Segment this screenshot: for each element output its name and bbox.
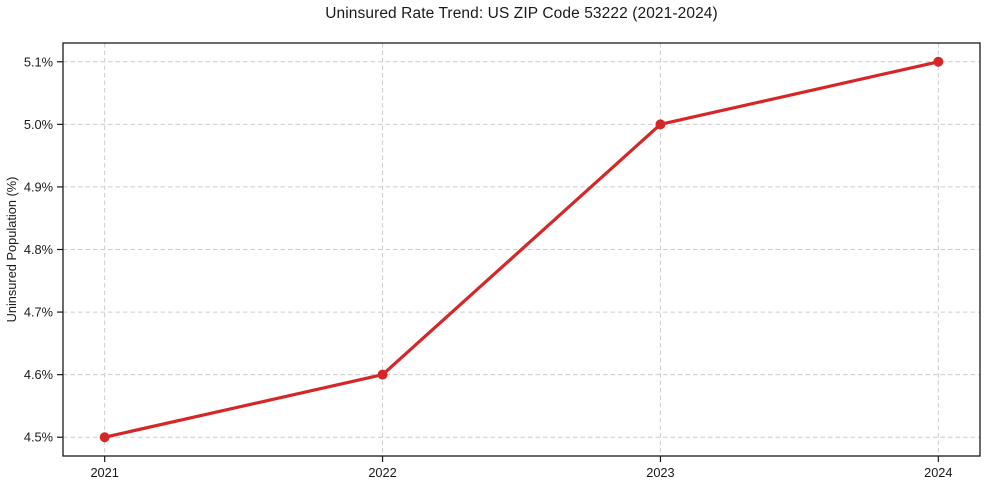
chart-title: Uninsured Rate Trend: US ZIP Code 53222 …	[325, 5, 718, 22]
y-tick-label: 4.5%	[24, 430, 53, 445]
x-tick-label: 2023	[646, 465, 674, 480]
y-tick-label: 4.6%	[24, 367, 53, 382]
x-tick-label: 2024	[924, 465, 952, 480]
x-tick-label: 2021	[90, 465, 118, 480]
y-axis-label: Uninsured Population (%)	[4, 177, 19, 323]
x-tick-label: 2022	[368, 465, 396, 480]
trend-line	[103, 60, 940, 439]
y-tick-label: 5.0%	[24, 117, 53, 132]
data-point	[99, 432, 110, 443]
y-tick-label: 4.9%	[24, 179, 53, 194]
y-tick-label: 4.7%	[24, 305, 53, 320]
y-tick-label: 5.1%	[24, 54, 53, 69]
y-tick-label: 4.8%	[24, 242, 53, 257]
data-point	[655, 119, 666, 130]
data-point	[933, 56, 944, 67]
data-point	[377, 369, 388, 380]
